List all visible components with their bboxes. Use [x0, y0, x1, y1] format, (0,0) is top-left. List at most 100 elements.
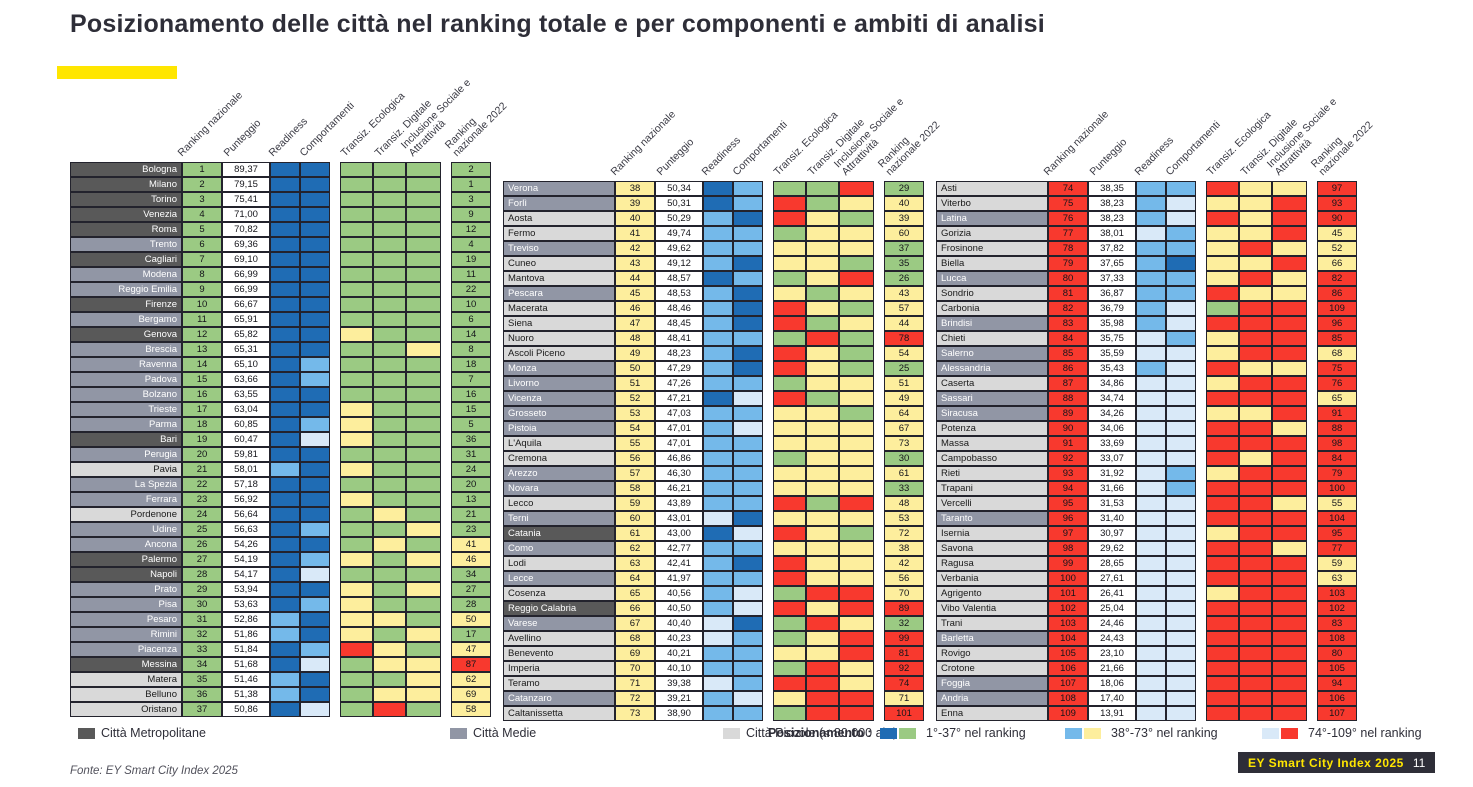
column-gap — [874, 601, 884, 616]
table-row: Brindisi 83 35,98 96 — [936, 316, 1357, 331]
score-cell: 53,94 — [222, 582, 270, 597]
ecologica-cell — [340, 582, 373, 597]
rank-cell: 97 — [1048, 526, 1088, 541]
readiness-cell — [270, 597, 300, 612]
city-cell: Cremona — [503, 451, 615, 466]
column-gap — [330, 342, 340, 357]
legend-tercile-3: 74°-109° nel ranking — [1262, 726, 1422, 740]
column-gap — [1307, 631, 1317, 646]
score-cell: 23,10 — [1088, 646, 1136, 661]
rank-cell: 38 — [615, 181, 655, 196]
readiness-cell — [703, 616, 733, 631]
rank-cell: 19 — [182, 432, 222, 447]
column-gap — [1307, 436, 1317, 451]
digitale-cell — [806, 346, 839, 361]
inclusione-cell — [839, 661, 874, 676]
inclusione-cell — [1272, 436, 1307, 451]
table-row: Teramo 71 39,38 74 — [503, 676, 924, 691]
score-cell: 48,53 — [655, 286, 703, 301]
score-cell: 46,21 — [655, 481, 703, 496]
table-row: Bologna 1 89,37 2 — [70, 162, 491, 177]
rank-2022-cell: 68 — [1317, 346, 1357, 361]
comportamenti-cell — [1166, 271, 1196, 286]
score-cell: 40,21 — [655, 646, 703, 661]
digitale-cell — [373, 162, 406, 177]
readiness-cell — [1136, 286, 1166, 301]
table-row: Grosseto 53 47,03 64 — [503, 406, 924, 421]
rank-2022-cell: 38 — [884, 541, 924, 556]
score-cell: 48,57 — [655, 271, 703, 286]
column-gap — [874, 496, 884, 511]
readiness-cell — [270, 282, 300, 297]
rank-2022-cell: 98 — [1317, 436, 1357, 451]
legend-citta-piccole: Città Piccole (< 80.000 ab.) — [723, 726, 897, 740]
rank-cell: 36 — [182, 687, 222, 702]
inclusione-cell — [1272, 196, 1307, 211]
city-cell: Fermo — [503, 226, 615, 241]
table-row: Ferrara 23 56,92 13 — [70, 492, 491, 507]
inclusione-cell — [1272, 526, 1307, 541]
table-row: Reggio Calabria 66 40,50 89 — [503, 601, 924, 616]
rank-2022-cell: 96 — [1317, 316, 1357, 331]
comportamenti-cell — [300, 702, 330, 717]
column-gap — [1307, 226, 1317, 241]
city-cell: Trani — [936, 616, 1048, 631]
rank-cell: 8 — [182, 267, 222, 282]
legend-swatch-medie — [450, 727, 467, 739]
column-gap — [763, 496, 773, 511]
column-gap — [330, 192, 340, 207]
rank-2022-cell: 102 — [1317, 601, 1357, 616]
column-gap — [441, 252, 451, 267]
readiness-cell — [270, 342, 300, 357]
city-cell: Monza — [503, 361, 615, 376]
column-gap — [441, 492, 451, 507]
inclusione-cell — [406, 642, 441, 657]
comportamenti-cell — [1166, 511, 1196, 526]
city-cell: Mantova — [503, 271, 615, 286]
city-cell: Catania — [503, 526, 615, 541]
readiness-cell — [703, 256, 733, 271]
column-gap — [1307, 616, 1317, 631]
score-cell: 24,46 — [1088, 616, 1136, 631]
column-gap — [1307, 196, 1317, 211]
digitale-cell — [373, 627, 406, 642]
readiness-cell — [703, 451, 733, 466]
ecologica-cell — [1206, 661, 1239, 676]
city-cell: Modena — [70, 267, 182, 282]
rank-2022-cell: 81 — [884, 646, 924, 661]
ecologica-cell — [773, 646, 806, 661]
table-row: Siracusa 89 34,26 91 — [936, 406, 1357, 421]
table-row: Cagliari 7 69,10 19 — [70, 252, 491, 267]
column-gap — [1307, 586, 1317, 601]
rank-cell: 24 — [182, 507, 222, 522]
column-gap — [441, 627, 451, 642]
column-gap — [1196, 406, 1206, 421]
city-cell: Aosta — [503, 211, 615, 226]
rank-cell: 41 — [615, 226, 655, 241]
column-gap — [1307, 466, 1317, 481]
comportamenti-cell — [733, 196, 763, 211]
readiness-cell — [703, 631, 733, 646]
score-cell: 42,77 — [655, 541, 703, 556]
column-gap — [330, 522, 340, 537]
ecologica-cell — [1206, 451, 1239, 466]
ecologica-cell — [773, 511, 806, 526]
city-cell: Roma — [70, 222, 182, 237]
ecologica-cell — [1206, 616, 1239, 631]
digitale-cell — [806, 661, 839, 676]
readiness-cell — [1136, 346, 1166, 361]
table-row: Venezia 4 71,00 9 — [70, 207, 491, 222]
digitale-cell — [806, 226, 839, 241]
column-gap — [1196, 601, 1206, 616]
ecologica-cell — [340, 447, 373, 462]
rank-cell: 93 — [1048, 466, 1088, 481]
ecologica-cell — [773, 496, 806, 511]
readiness-cell — [1136, 361, 1166, 376]
column-gap — [330, 267, 340, 282]
score-cell: 29,62 — [1088, 541, 1136, 556]
rank-cell: 53 — [615, 406, 655, 421]
inclusione-cell — [1272, 676, 1307, 691]
rank-cell: 46 — [615, 301, 655, 316]
column-gap — [1307, 511, 1317, 526]
inclusione-cell — [839, 196, 874, 211]
